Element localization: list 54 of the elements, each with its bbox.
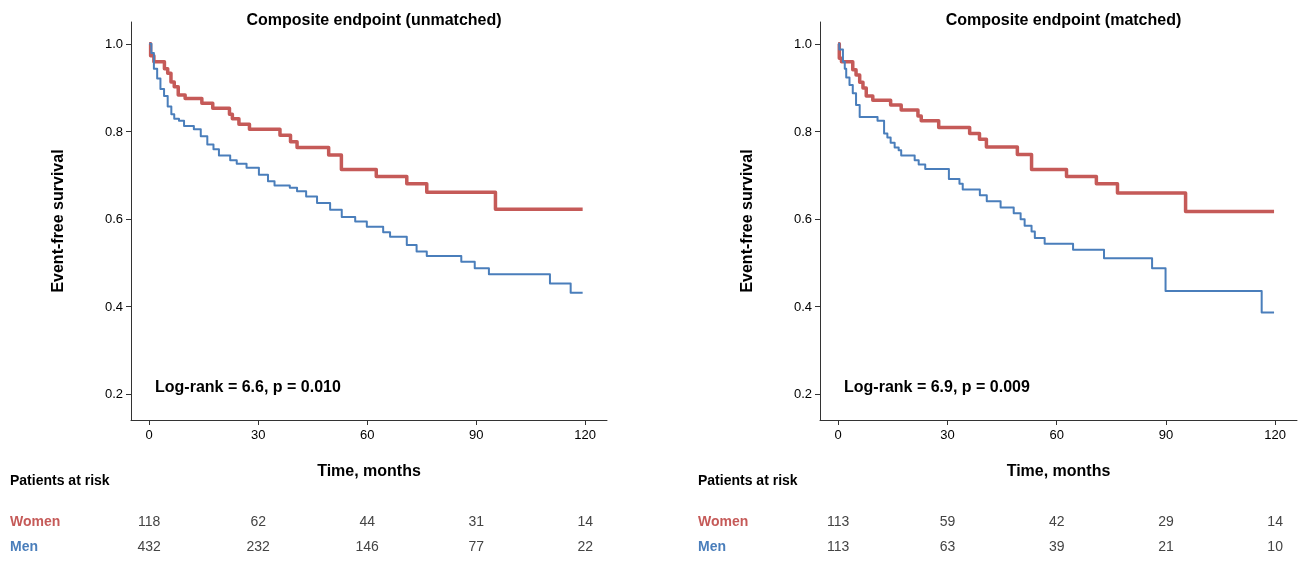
x-axis-title: Time, months [1006,461,1111,479]
x-tick-label: 120 [1264,427,1286,442]
text: 62 [250,513,267,529]
text: 63 [939,538,956,554]
y-tick-label: 0.8 [104,123,123,139]
chart-title: Composite endpoint (matched) [945,10,1182,28]
text: 118 [138,513,161,529]
text: Women [698,513,749,529]
text: 232 [246,538,271,554]
x-axis-title: Time, months [317,461,421,479]
text: Patients at risk [10,472,110,488]
annotation: Log-rank = 6.6, p = 0.010 [155,377,341,395]
annotation: Log-rank = 6.9, p = 0.009 [844,377,1030,395]
y-tick-label: 0.6 [104,211,123,227]
y-axis-title: Event-free survival [737,149,755,293]
y-tick-label: 1.0 [793,36,812,52]
text: 113 [827,513,850,529]
y-tick-label: 0.4 [104,298,123,314]
y-tick-label: 1.0 [104,36,123,52]
text: 39 [1048,538,1065,554]
text: 44 [359,513,376,529]
text: 10 [1267,538,1284,554]
text: 14 [1267,513,1284,529]
y-tick-label: 0.2 [793,386,812,402]
text: 21 [1158,538,1174,554]
x-tick-label: 90 [468,427,484,442]
x-tick-label: 30 [940,427,955,442]
x-tick-label: 120 [574,427,597,442]
text: 432 [137,538,162,554]
text: 22 [577,538,594,554]
y-tick-label: 0.6 [793,211,812,227]
x-tick-label: 90 [1158,427,1174,442]
x-tick-label: 60 [1049,427,1064,442]
text: 42 [1048,513,1065,529]
text: Men [698,538,726,554]
x-tick-label: 0 [834,427,842,442]
chart-title: Composite endpoint (unmatched) [246,10,502,28]
x-tick-label: 0 [145,427,153,442]
text: 59 [939,513,956,529]
text: 113 [827,538,850,554]
y-tick-label: 0.4 [793,298,812,314]
text: 31 [468,513,485,529]
text: 14 [577,513,594,529]
text: Men [10,538,38,554]
text: Patients at risk [698,472,798,488]
y-tick-label: 0.2 [104,386,123,402]
text: 29 [1158,513,1174,529]
text: 146 [355,538,380,554]
text: Women [10,513,61,529]
y-axis-title: Event-free survival [48,149,66,293]
x-tick-label: 60 [359,427,375,442]
text: 77 [468,538,485,554]
x-tick-label: 30 [250,427,266,442]
y-tick-label: 0.8 [793,123,812,139]
